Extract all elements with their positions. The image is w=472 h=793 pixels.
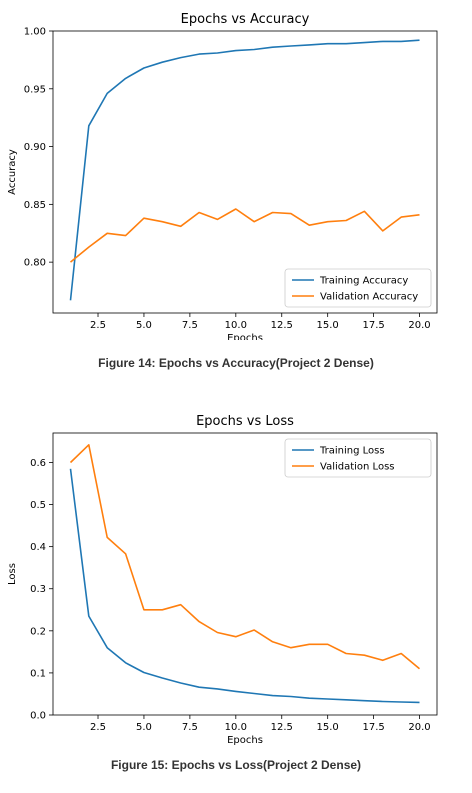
chart-2-ytick-label: 0.4 — [30, 542, 46, 553]
chart-2-xtick-label: 17.5 — [362, 722, 384, 733]
chart-2-title: Epochs vs Loss — [196, 414, 294, 429]
chart-2-legend: Training Loss Validation Loss — [284, 438, 432, 478]
chart-1-legend-label-training-accuracy: Training Accuracy — [319, 276, 408, 287]
chart-2-legend-label-validation-loss: Validation Loss — [320, 462, 395, 473]
chart-2-ylabel: Loss — [7, 563, 18, 585]
chart-1-xtick-label: 2.5 — [90, 320, 106, 331]
chart-2-ytick-label: 0.1 — [30, 668, 46, 679]
accuracy-chart-svg: Epochs vs Accuracy 2.5 5.0 7.5 10.0 12.5 15.0 1… — [7, 12, 438, 344]
accuracy-chart: Epochs vs Accuracy 2.5 5.0 7.5 10.0 12.5 15.0 1… — [0, 0, 472, 344]
chart-1-series-validation-accuracy-line — [69, 208, 420, 263]
chart-2-xtick-label: 5.0 — [136, 722, 152, 733]
chart-1-xtick-label: 17.5 — [362, 320, 384, 331]
loss-chart-svg: Epochs vs Loss 2.5 5.0 7.5 10.0 12.5 15.0 17.5 2… — [7, 414, 438, 746]
chart-1-xtick-label: 7.5 — [182, 320, 198, 331]
chart-2-series-training-loss-line — [69, 468, 420, 704]
chart-2-xtick-label: 2.5 — [90, 722, 106, 733]
chart-1-series-training-accuracy-line — [69, 39, 420, 301]
chart-1-xtick-label: 10.0 — [225, 320, 247, 331]
chart-1-xtick-label: 15.0 — [317, 320, 339, 331]
chart-1-plot-frame — [52, 30, 438, 314]
chart-2-plot-frame — [52, 432, 438, 716]
chart-1-ytick-label: 0.85 — [24, 200, 46, 211]
chart-2-xtick-label: 20.0 — [408, 722, 430, 733]
chart-1-xlabel: Epochs — [227, 333, 263, 340]
chart-1-xtick-label: 20.0 — [408, 320, 430, 331]
chart-1-ytick-label: 0.90 — [24, 142, 46, 153]
chart-2-xtick-label: 15.0 — [317, 722, 339, 733]
figure-14-caption: Figure 14: Epochs vs Accuracy(Project 2 … — [98, 356, 374, 370]
chart-2-ytick-label: 0.0 — [30, 711, 46, 722]
chart-1-legend-label-validation-accuracy: Validation Accuracy — [320, 292, 418, 303]
chart-2-xtick-label: 7.5 — [182, 722, 198, 733]
chart-1-xtick-label: 5.0 — [136, 320, 152, 331]
chart-1-ytick-label: 0.80 — [24, 258, 46, 269]
figure-15-caption: Figure 15: Epochs vs Loss(Project 2 Dens… — [110, 758, 362, 772]
chart-1-ytick-label: 0.95 — [24, 84, 46, 95]
chart-1-xtick-label: 12.5 — [271, 320, 293, 331]
chart-1-legend-box — [284, 268, 432, 308]
chart-2-xlabel: Epochs — [227, 735, 263, 746]
chart-1-ylabel: Accuracy — [7, 149, 18, 195]
chart-2-ytick-label: 0.6 — [30, 458, 46, 469]
chart-2-ytick-label: 0.5 — [30, 500, 46, 511]
chart-2-legend-label-training-loss: Training Loss — [319, 446, 385, 457]
chart-2-legend-box — [284, 438, 432, 478]
chart-2-series-validation-loss-line — [69, 443, 421, 670]
loss-chart: Epochs vs Loss 2.5 5.0 7.5 10.0 12.5 15.0 17.5 2… — [0, 405, 472, 750]
chart-2-xtick-label: 10.0 — [225, 722, 247, 733]
chart-2-ytick-label: 0.3 — [30, 584, 46, 595]
chart-2-ytick-label: 0.2 — [30, 626, 46, 637]
chart-2-xtick-label: 12.5 — [271, 722, 293, 733]
chart-1-title: Epochs vs Accuracy — [181, 12, 310, 27]
chart-1-ytick-label: 1.00 — [24, 27, 46, 38]
chart-1-legend: Training Accuracy Validation Accuracy — [284, 268, 432, 308]
